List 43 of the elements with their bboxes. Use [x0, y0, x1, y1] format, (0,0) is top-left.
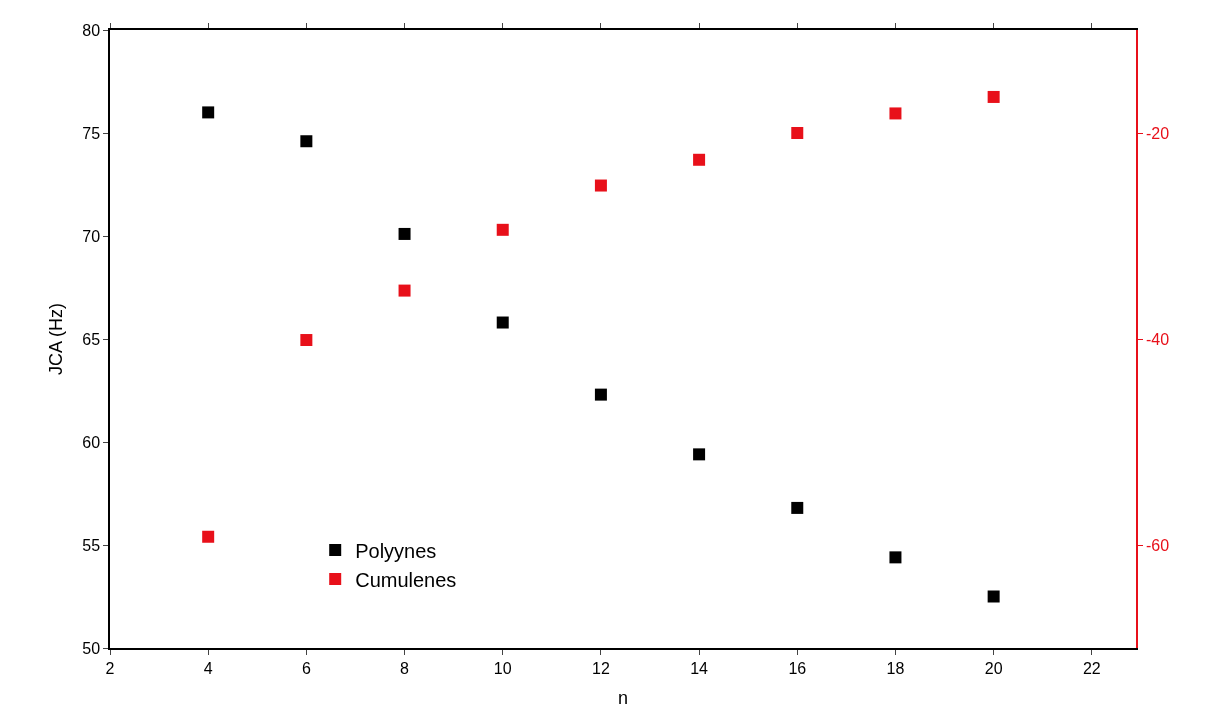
point	[693, 153, 706, 166]
x-tick-label: 16	[788, 659, 807, 677]
y-tick-label: 50	[82, 639, 101, 657]
point	[889, 551, 902, 564]
y-tick-label: 80	[82, 21, 101, 39]
point	[496, 316, 509, 329]
point	[594, 388, 607, 401]
y2-tick-label: -60	[1145, 536, 1170, 554]
point	[202, 106, 215, 119]
point	[791, 127, 804, 139]
legend-label: Cumulenes	[355, 568, 457, 591]
x-tick-label: 8	[400, 659, 410, 677]
y-tick-label: 65	[82, 330, 101, 348]
point	[693, 448, 706, 461]
point	[300, 135, 313, 148]
y-tick-label: 60	[82, 433, 101, 451]
x-tick-label: 2	[105, 659, 115, 677]
point	[300, 334, 313, 347]
y2-tick-label: -20	[1145, 124, 1170, 142]
point	[398, 284, 411, 297]
x-tick-label: 14	[690, 659, 709, 677]
point	[398, 227, 411, 240]
point	[987, 90, 1000, 103]
y-tick-label: 55	[82, 536, 101, 554]
x-tick-label: 10	[493, 659, 512, 677]
y2-tick-label: -40	[1145, 330, 1170, 348]
y-tick-label: 70	[82, 227, 101, 245]
point	[496, 223, 509, 236]
point	[202, 530, 215, 543]
y-tick-label: 75	[82, 124, 101, 142]
point	[594, 179, 607, 192]
x-tick-label: 20	[984, 659, 1003, 677]
x-tick-label: 6	[301, 659, 311, 677]
point	[889, 107, 902, 120]
y-axis-title: JCA (Hz)	[45, 303, 66, 375]
point	[987, 590, 1000, 603]
x-tick-label: 12	[592, 659, 610, 677]
x-axis-title: n	[617, 687, 629, 708]
x-tick-label: 4	[203, 659, 213, 677]
point	[791, 501, 804, 514]
legend-label: Polyynes	[355, 539, 437, 562]
x-tick-label: 22	[1082, 659, 1101, 677]
x-tick-label: 18	[886, 659, 905, 677]
